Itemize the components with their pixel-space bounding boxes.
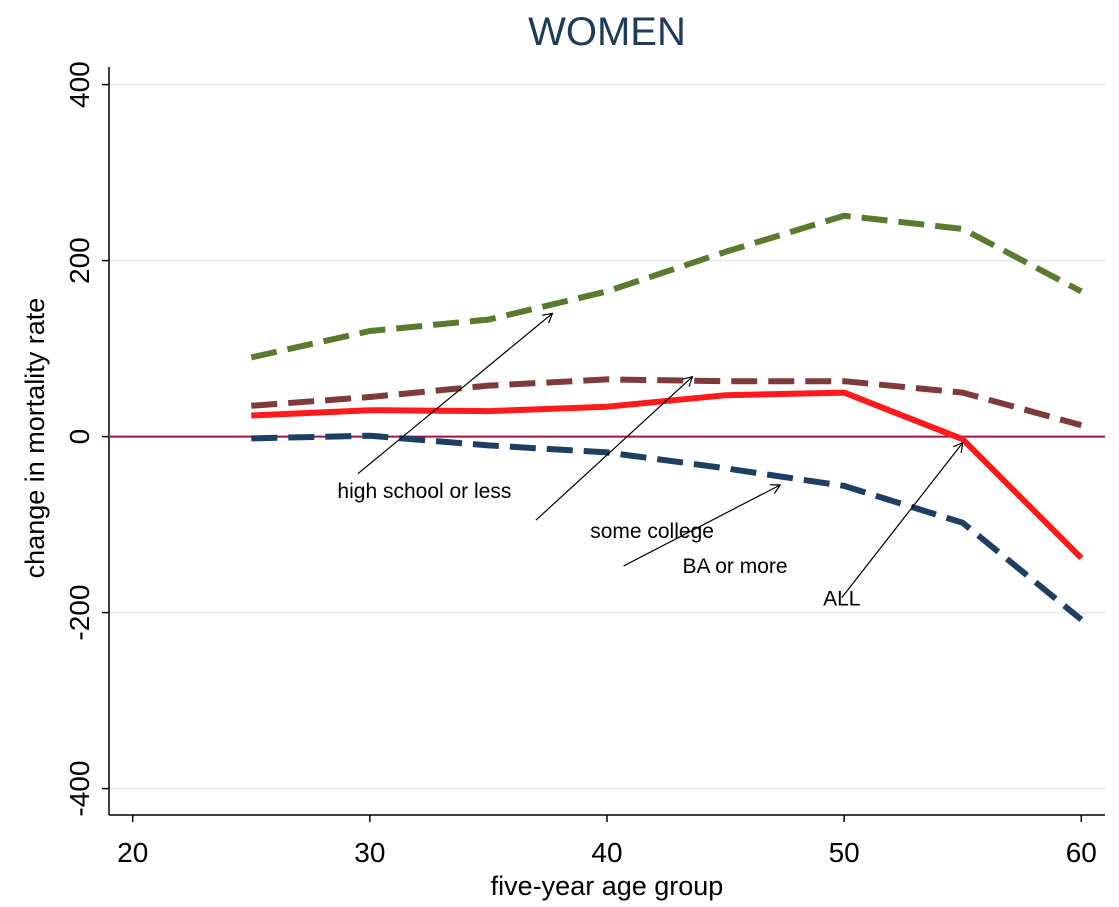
series-line-ba xyxy=(251,432,1084,622)
x-axis-label: five-year age group xyxy=(491,871,724,901)
chart-title: WOMEN xyxy=(528,10,686,54)
annotation-label: BA or more xyxy=(683,555,788,578)
annotation-label: ALL xyxy=(823,588,860,611)
y-tick-label: 0 xyxy=(64,429,95,445)
series-line-hs xyxy=(250,212,1083,361)
annotation-arrow xyxy=(357,312,554,475)
y-tick-label: -400 xyxy=(64,761,95,817)
annotation-arrow xyxy=(623,484,782,567)
annotation-arrow xyxy=(841,441,964,599)
grid xyxy=(109,83,1105,790)
ticks: 20 30 40 50 60 -400 -200 0 200 400 xyxy=(64,61,1097,868)
annotation-label: some college xyxy=(590,520,714,543)
series-line-sc xyxy=(251,376,1083,429)
x-tick-label: 20 xyxy=(117,837,148,868)
y-tick-label: 200 xyxy=(64,237,95,284)
y-tick-label: -200 xyxy=(64,585,95,641)
annotation-label: high school or less xyxy=(337,480,511,503)
annotations: high school or less some college BA or mor… xyxy=(337,312,964,611)
x-tick-label: 40 xyxy=(591,837,622,868)
series-group xyxy=(250,212,1084,622)
x-tick-label: 60 xyxy=(1066,837,1097,868)
x-tick-label: 50 xyxy=(829,837,860,868)
y-axis-label: change in mortality rate xyxy=(20,298,50,579)
y-tick-label: 400 xyxy=(64,61,95,108)
annotation-arrow xyxy=(535,375,694,521)
x-tick-label: 30 xyxy=(354,837,385,868)
